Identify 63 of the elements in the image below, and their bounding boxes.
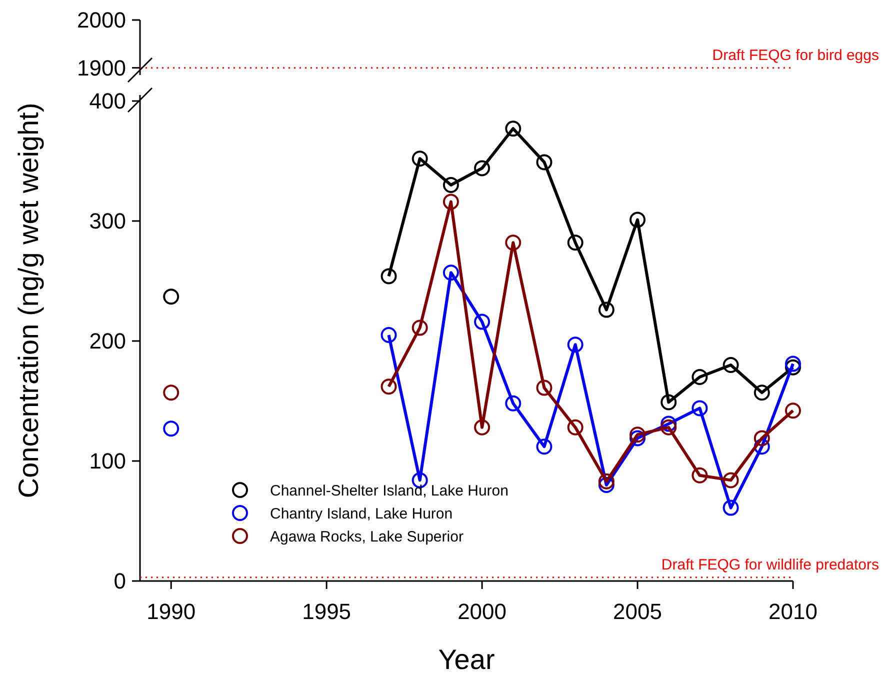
point (598, 477, 614, 493)
point (567, 419, 584, 436)
point (785, 402, 801, 419)
point (754, 430, 770, 446)
point (442, 177, 459, 193)
point (722, 500, 739, 516)
point (474, 160, 490, 176)
x-axis-title: Year (438, 644, 495, 675)
ref-line-label: Draft FEQG for wildlife predators (661, 556, 879, 574)
point (163, 288, 180, 305)
point (692, 369, 708, 385)
point (785, 359, 801, 376)
y-tick-label: 2000 (77, 8, 126, 33)
point (163, 384, 180, 401)
ref-line-label: Draft FEQG for bird eggs (712, 46, 879, 64)
x-tick-label: 2010 (768, 599, 818, 624)
point (474, 419, 490, 436)
x-tick-label: 2005 (613, 599, 662, 624)
y-tick-label: 100 (89, 448, 126, 474)
point (660, 394, 677, 410)
point (598, 302, 614, 318)
point (754, 438, 770, 455)
point (722, 357, 739, 373)
point (692, 400, 708, 416)
point (754, 384, 770, 401)
point (412, 320, 428, 336)
point (380, 268, 397, 284)
point (536, 154, 552, 170)
point (474, 314, 490, 330)
point (630, 426, 646, 443)
y-tick-label: 0 (114, 568, 126, 594)
point (536, 380, 552, 396)
y-tick-label: 400 (89, 88, 126, 114)
point (630, 212, 646, 228)
point (660, 419, 677, 436)
point (567, 336, 584, 353)
point (442, 194, 459, 210)
point (598, 473, 614, 490)
point (163, 420, 180, 437)
legend-label: Chantry Island, Lake Huron (270, 505, 453, 522)
x-tick-label: 1990 (146, 599, 196, 624)
x-tick-label: 1995 (302, 599, 352, 624)
point (505, 234, 522, 251)
legend-label: Channel-Shelter Island, Lake Huron (270, 482, 508, 500)
point (505, 120, 522, 137)
y-axis-title: Concentration (ng/g wet weight) (13, 102, 44, 498)
x-tick-label: 2000 (458, 599, 507, 624)
point (785, 356, 801, 372)
y-tick-label: 300 (89, 208, 126, 234)
point (380, 378, 397, 395)
point (442, 264, 459, 281)
legend-label: Agawa Rocks, Lake Superior (270, 528, 464, 546)
point (380, 327, 397, 343)
point (412, 150, 428, 167)
point (722, 472, 739, 488)
y-tick-label: 1900 (77, 56, 126, 81)
point (630, 430, 646, 446)
point (536, 438, 552, 455)
point (692, 467, 708, 484)
point (505, 395, 522, 412)
point (567, 234, 584, 251)
y-tick-label: 200 (89, 328, 126, 354)
point (660, 416, 677, 432)
